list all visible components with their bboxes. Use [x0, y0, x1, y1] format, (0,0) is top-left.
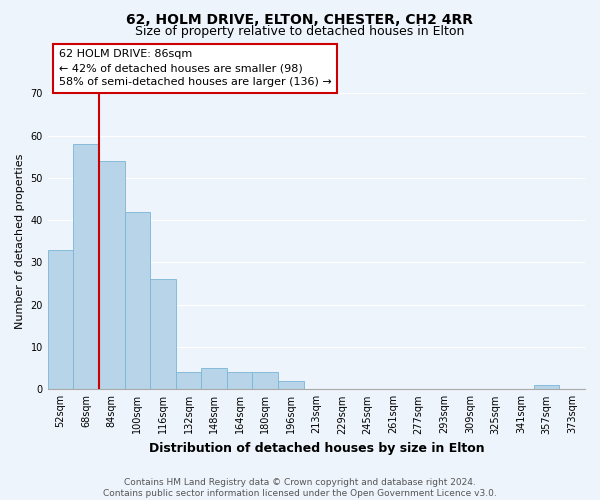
Bar — [176, 372, 201, 390]
Text: 62, HOLM DRIVE, ELTON, CHESTER, CH2 4RR: 62, HOLM DRIVE, ELTON, CHESTER, CH2 4RR — [127, 12, 473, 26]
Text: Contains HM Land Registry data © Crown copyright and database right 2024.
Contai: Contains HM Land Registry data © Crown c… — [103, 478, 497, 498]
Bar — [253, 372, 278, 390]
Bar — [99, 161, 125, 390]
Bar — [534, 385, 559, 390]
Text: Size of property relative to detached houses in Elton: Size of property relative to detached ho… — [136, 25, 464, 38]
Bar — [227, 372, 253, 390]
X-axis label: Distribution of detached houses by size in Elton: Distribution of detached houses by size … — [149, 442, 484, 455]
Bar — [73, 144, 99, 390]
Y-axis label: Number of detached properties: Number of detached properties — [15, 154, 25, 329]
Text: 62 HOLM DRIVE: 86sqm
← 42% of detached houses are smaller (98)
58% of semi-detac: 62 HOLM DRIVE: 86sqm ← 42% of detached h… — [59, 50, 331, 88]
Bar — [150, 280, 176, 390]
Bar — [278, 381, 304, 390]
Bar — [48, 250, 73, 390]
Bar — [201, 368, 227, 390]
Bar — [125, 212, 150, 390]
